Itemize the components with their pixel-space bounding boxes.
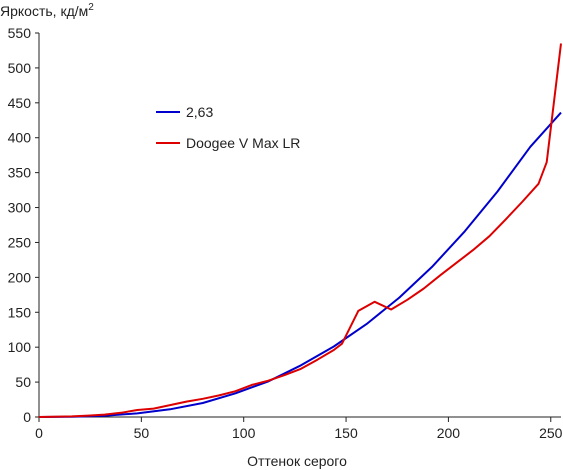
axes-group xyxy=(38,33,561,418)
x-tick-label: 200 xyxy=(437,425,461,441)
y-tick-label: 450 xyxy=(8,95,32,111)
legend: 2,63 Doogee V Max LR xyxy=(156,104,300,151)
x-tick-label: 50 xyxy=(134,425,150,441)
y-tick-label: 100 xyxy=(8,339,32,355)
x-tick-label: 100 xyxy=(232,425,256,441)
series-line-2 xyxy=(38,43,562,418)
x-tick-label: 0 xyxy=(35,425,43,441)
y-axis-title-superscript: 2 xyxy=(88,2,94,13)
y-ticks-group: 0 50 100 150 200 250 300 350 400 450 500 550 xyxy=(8,25,39,425)
x-axis-title: Оттенок серого xyxy=(247,453,347,469)
y-tick-label: 550 xyxy=(8,25,32,41)
y-tick-label: 250 xyxy=(8,234,32,250)
legend-label-series-2: Doogee V Max LR xyxy=(186,135,300,151)
y-axis-title: Яркость, кд/м2 xyxy=(0,2,94,19)
y-tick-label: 400 xyxy=(8,130,32,146)
y-tick-label: 500 xyxy=(8,60,32,76)
x-ticks-group: 0 50 100 150 200 250 xyxy=(35,417,563,441)
y-tick-label: 50 xyxy=(15,374,31,390)
x-tick-label: 250 xyxy=(539,425,563,441)
y-tick-label: 200 xyxy=(8,269,32,285)
y-tick-label: 300 xyxy=(8,200,32,216)
y-tick-label: 350 xyxy=(8,165,32,181)
legend-label-series-1: 2,63 xyxy=(186,104,213,120)
y-tick-label: 0 xyxy=(23,409,31,425)
series-group xyxy=(38,43,562,418)
y-tick-label: 150 xyxy=(8,304,32,320)
x-tick-label: 150 xyxy=(334,425,358,441)
series-line-1 xyxy=(38,111,562,418)
